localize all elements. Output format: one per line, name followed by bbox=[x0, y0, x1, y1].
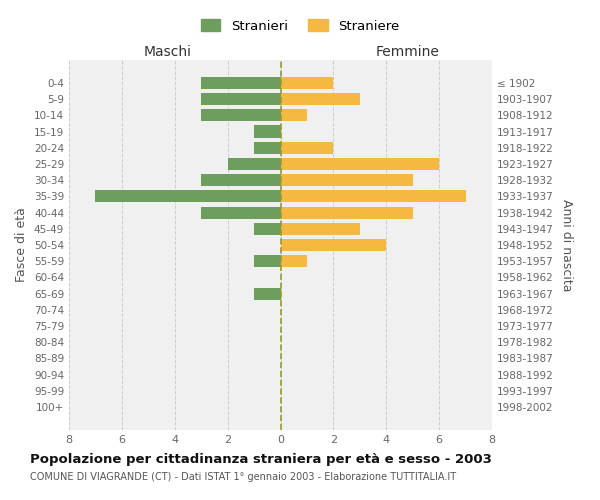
Bar bbox=[281, 77, 334, 89]
Bar bbox=[201, 174, 281, 186]
Bar bbox=[254, 142, 281, 154]
Text: Popolazione per cittadinanza straniera per età e sesso - 2003: Popolazione per cittadinanza straniera p… bbox=[30, 452, 492, 466]
Bar bbox=[281, 222, 360, 235]
Bar bbox=[254, 288, 281, 300]
Y-axis label: Anni di nascita: Anni di nascita bbox=[560, 198, 573, 291]
Text: COMUNE DI VIAGRANDE (CT) - Dati ISTAT 1° gennaio 2003 - Elaborazione TUTTITALIA.: COMUNE DI VIAGRANDE (CT) - Dati ISTAT 1°… bbox=[30, 472, 456, 482]
Bar bbox=[254, 222, 281, 235]
Bar bbox=[201, 77, 281, 89]
Bar bbox=[281, 93, 360, 105]
Bar bbox=[281, 255, 307, 268]
Bar bbox=[281, 190, 466, 202]
Bar bbox=[254, 255, 281, 268]
Bar bbox=[281, 174, 413, 186]
Bar bbox=[227, 158, 281, 170]
Bar bbox=[281, 158, 439, 170]
Bar bbox=[95, 190, 281, 202]
Bar bbox=[281, 142, 334, 154]
Bar bbox=[201, 206, 281, 218]
Bar bbox=[201, 109, 281, 122]
Y-axis label: Fasce di età: Fasce di età bbox=[16, 208, 28, 282]
Bar bbox=[281, 206, 413, 218]
Text: Femmine: Femmine bbox=[376, 45, 440, 59]
Bar bbox=[281, 239, 386, 251]
Bar bbox=[281, 109, 307, 122]
Bar bbox=[254, 126, 281, 138]
Bar bbox=[201, 93, 281, 105]
Legend: Stranieri, Straniere: Stranieri, Straniere bbox=[196, 14, 404, 38]
Text: Maschi: Maschi bbox=[144, 45, 192, 59]
